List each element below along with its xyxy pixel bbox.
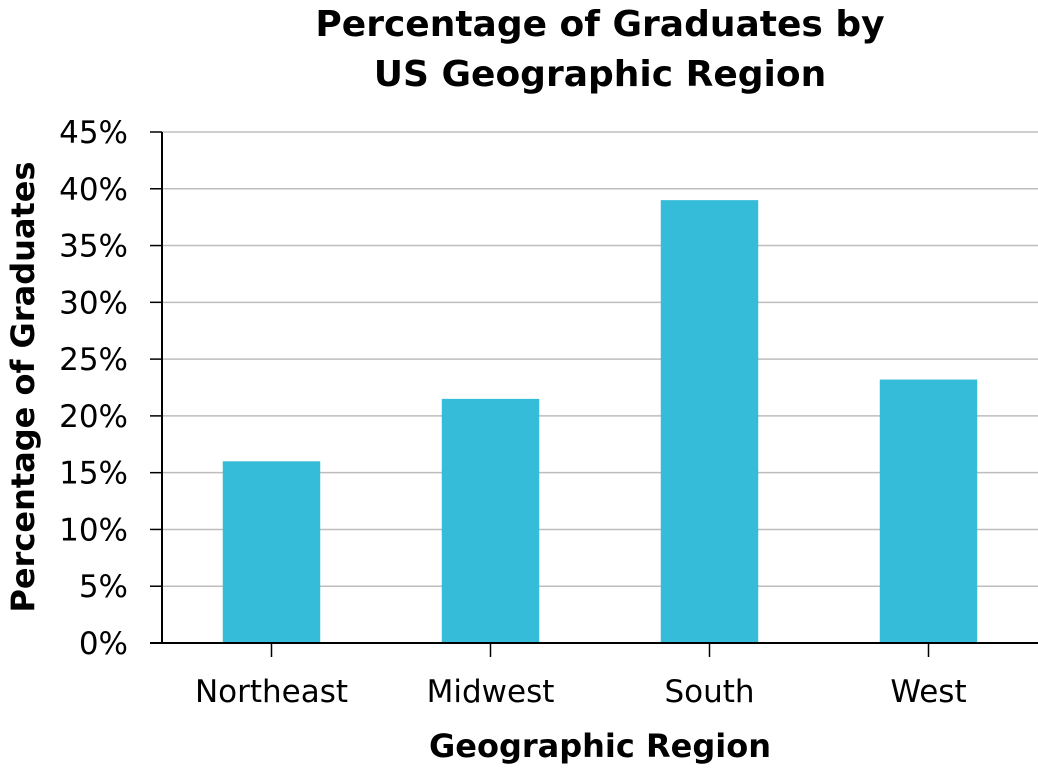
bar-midwest (441, 398, 540, 643)
y-tick-label: 45% (59, 115, 128, 151)
chart-title-line-1: Percentage of Graduates by (315, 4, 884, 45)
x-tick-label: Northeast (195, 674, 348, 710)
x-tick-label: West (890, 674, 966, 710)
bar-west (879, 379, 978, 643)
bar-northeast (222, 461, 321, 643)
x-tick-labels: Northeast Midwest South West (195, 674, 967, 710)
y-tick-label: 15% (59, 456, 128, 492)
bars (222, 200, 978, 643)
bar-south (660, 200, 759, 643)
x-tick-label: Midwest (427, 674, 555, 710)
y-tick-label: 5% (79, 569, 128, 605)
y-tick-label: 0% (79, 626, 128, 662)
y-tick-label: 35% (59, 229, 128, 265)
axes (150, 131, 1038, 657)
y-tick-label: 30% (59, 285, 128, 321)
y-axis-title: Percentage of Graduates (4, 161, 42, 612)
chart-title-line-2: US Geographic Region (374, 54, 826, 95)
y-tick-label: 20% (59, 399, 128, 435)
y-tick-labels: 0% 5% 10% 15% 20% 25% 30% 35% 40% 45% (59, 115, 128, 662)
y-tick-label: 25% (59, 342, 128, 378)
x-axis-title: Geographic Region (429, 727, 771, 765)
y-tick-label: 40% (59, 172, 128, 208)
x-tick-label: South (664, 674, 754, 710)
y-tick-label: 10% (59, 512, 128, 548)
